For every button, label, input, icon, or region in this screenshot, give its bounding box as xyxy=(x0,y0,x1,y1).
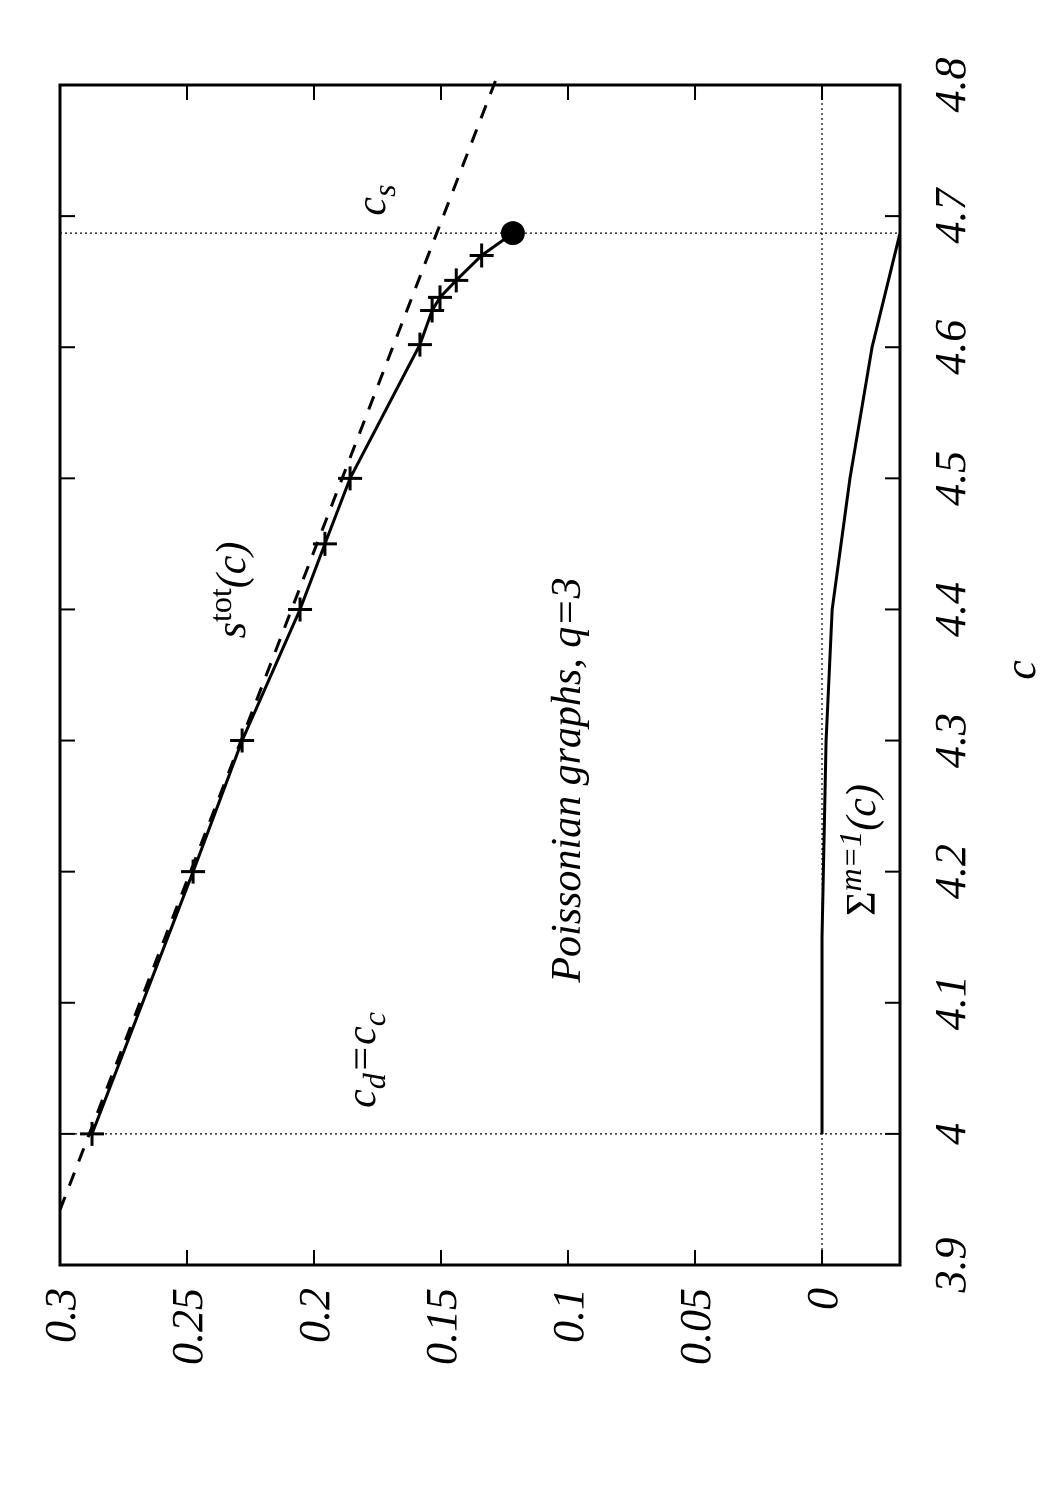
annotation-part: =c xyxy=(339,1026,385,1073)
end-point xyxy=(500,221,525,246)
plot-frame xyxy=(58,83,902,1267)
x-tick-label: 4.3 xyxy=(926,713,975,768)
x-tick-label: 4.7 xyxy=(926,187,975,244)
annotation: cd=cc xyxy=(339,1012,392,1108)
annotation-part: d xyxy=(356,1072,392,1089)
y-tick-label: 0.15 xyxy=(417,1288,466,1365)
annotation-part: m=1 xyxy=(832,831,868,892)
annotation-part: c xyxy=(356,1012,392,1026)
x-tick-label: 3.9 xyxy=(926,1238,975,1294)
annotation: stot(c) xyxy=(202,542,255,639)
x-tick-label: 4.4 xyxy=(926,582,975,637)
y-tick-label: 0.3 xyxy=(36,1288,85,1343)
annotation-part: c xyxy=(349,197,395,216)
annotation-part: s xyxy=(209,622,255,638)
y-tick-label: 0.25 xyxy=(163,1288,212,1365)
series-line xyxy=(58,76,499,1211)
annotation: cs xyxy=(349,184,402,215)
series-line xyxy=(820,232,902,1134)
cross-marker xyxy=(420,298,445,323)
x-tick-label: 4.1 xyxy=(926,975,975,1030)
x-tick-label: 4 xyxy=(926,1123,975,1145)
cross-marker xyxy=(444,268,469,293)
annotation-part: (c) xyxy=(839,784,885,831)
x-axis-label: c xyxy=(996,660,1045,680)
cross-marker xyxy=(427,285,452,310)
x-tick-label: 4.6 xyxy=(926,320,975,375)
y-tick-label: 0 xyxy=(798,1288,847,1310)
x-tick-label: 4.8 xyxy=(926,58,975,113)
y-tick-label: 0.2 xyxy=(290,1288,339,1343)
cross-marker xyxy=(407,332,432,357)
x-tick-label: 4.5 xyxy=(926,451,975,506)
y-tick-label: 0.05 xyxy=(671,1288,720,1365)
cross-marker xyxy=(288,597,313,622)
annotation-part: (c) xyxy=(209,542,255,589)
rotated-plot: c 3.9 4 4.1 4.2 4.3 4.4 4.5 4.6 4.7 4.8 0 0.05 0.1 0.… xyxy=(36,58,1045,1366)
annotation-part: s xyxy=(366,184,402,196)
annotation: Σm=1(c) xyxy=(832,784,885,916)
y-tick-label: 0.1 xyxy=(544,1288,593,1343)
series-line xyxy=(90,231,514,1135)
annotation-part: c xyxy=(339,1089,385,1108)
cross-marker xyxy=(469,243,494,268)
annotation-part: tot xyxy=(202,588,238,622)
x-tick-label: 4.2 xyxy=(926,844,975,899)
annotation-part: Poissonian graphs, q=3 xyxy=(544,577,590,983)
annotation-part: Σ xyxy=(839,891,885,915)
annotation: Poissonian graphs, q=3 xyxy=(544,577,590,983)
